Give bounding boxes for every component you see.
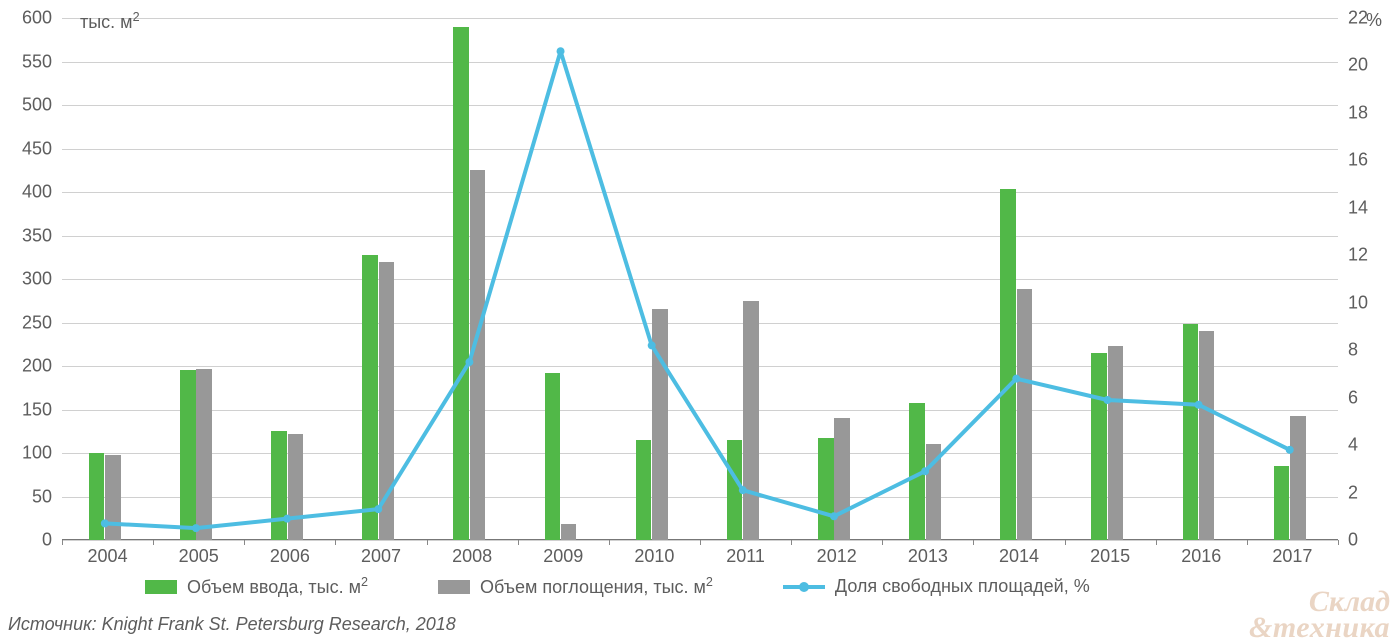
y-right-tick: 12	[1338, 245, 1368, 266]
legend-swatch	[783, 580, 825, 594]
x-tick-label: 2005	[179, 540, 219, 567]
y-right-tick: 8	[1338, 340, 1358, 361]
x-tick-mark	[1065, 540, 1066, 545]
y-left-tick: 100	[22, 443, 62, 464]
y-left-tick: 350	[22, 225, 62, 246]
line-series	[62, 18, 1338, 540]
y-left-tick: 200	[22, 356, 62, 377]
x-tick-label: 2007	[361, 540, 401, 567]
x-tick-mark	[427, 540, 428, 545]
y-right-tick: 20	[1338, 55, 1368, 76]
legend-item: Доля свободных площадей, %	[783, 576, 1090, 597]
y-right-tick: 2	[1338, 482, 1358, 503]
x-tick-mark	[791, 540, 792, 545]
x-tick-mark	[153, 540, 154, 545]
x-tick-label: 2015	[1090, 540, 1130, 567]
x-tick-label: 2004	[88, 540, 128, 567]
y-left-tick: 300	[22, 269, 62, 290]
x-tick-mark	[1338, 540, 1339, 545]
x-tick-label: 2016	[1181, 540, 1221, 567]
y-left-tick: 50	[32, 486, 62, 507]
legend: Объем ввода, тыс. м2 Объем поглощения, ты…	[145, 575, 1090, 598]
x-tick-label: 2008	[452, 540, 492, 567]
x-tick-label: 2010	[634, 540, 674, 567]
x-tick-mark	[244, 540, 245, 545]
source-text: Источник: Knight Frank St. Petersburg Re…	[8, 614, 456, 635]
x-tick-mark	[882, 540, 883, 545]
x-tick-label: 2006	[270, 540, 310, 567]
y-right-tick: 14	[1338, 197, 1368, 218]
legend-item: Объем ввода, тыс. м2	[145, 575, 368, 598]
y-right-tick: 16	[1338, 150, 1368, 171]
x-tick-label: 2012	[817, 540, 857, 567]
x-tick-mark	[518, 540, 519, 545]
watermark-line1: Склад	[1249, 589, 1390, 615]
x-tick-mark	[1247, 540, 1248, 545]
x-tick-mark	[335, 540, 336, 545]
legend-swatch	[145, 580, 177, 594]
legend-item: Объем поглощения, тыс. м2	[438, 575, 713, 598]
legend-label: Объем поглощения, тыс. м2	[480, 575, 713, 598]
y-left-tick: 450	[22, 138, 62, 159]
y-left-tick: 550	[22, 51, 62, 72]
legend-label: Доля свободных площадей, %	[835, 576, 1090, 597]
y-left-tick: 250	[22, 312, 62, 333]
y-right-tick: 22	[1338, 8, 1368, 29]
y-left-tick: 600	[22, 8, 62, 29]
x-tick-label: 2014	[999, 540, 1039, 567]
y-right-tick: 6	[1338, 387, 1358, 408]
x-tick-label: 2009	[543, 540, 583, 567]
x-tick-label: 2013	[908, 540, 948, 567]
y-right-label: %	[1366, 10, 1382, 31]
x-tick-mark	[62, 540, 63, 545]
y-right-tick: 10	[1338, 292, 1368, 313]
y-left-tick: 500	[22, 95, 62, 116]
y-left-tick: 150	[22, 399, 62, 420]
y-right-tick: 4	[1338, 435, 1358, 456]
y-right-tick: 18	[1338, 102, 1368, 123]
plot-area: 0501001502002503003504004505005506000246…	[62, 18, 1338, 540]
x-tick-mark	[1156, 540, 1157, 545]
x-tick-label: 2017	[1272, 540, 1312, 567]
watermark: Склад &техника	[1249, 589, 1390, 640]
x-tick-mark	[973, 540, 974, 545]
x-tick-mark	[609, 540, 610, 545]
x-tick-label: 2011	[726, 540, 765, 567]
y-right-tick: 0	[1338, 530, 1358, 551]
x-tick-mark	[700, 540, 701, 545]
y-left-tick: 0	[42, 530, 62, 551]
y-left-tick: 400	[22, 182, 62, 203]
legend-label: Объем ввода, тыс. м2	[187, 575, 368, 598]
legend-swatch	[438, 580, 470, 594]
watermark-line2: &техника	[1249, 615, 1390, 641]
chart: 0 50 100 150 200 250 300 350 400 450 500 550 600 0 2 4 6…	[0, 0, 1400, 644]
